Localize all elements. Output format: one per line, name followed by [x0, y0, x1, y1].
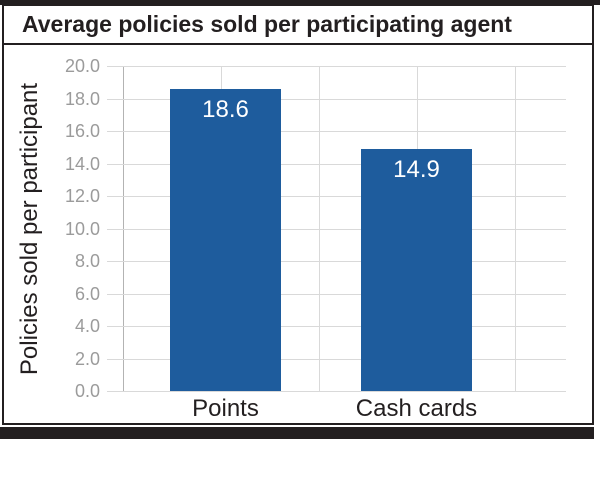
bar-points: 18.6: [170, 89, 281, 391]
x-category-label: Points: [192, 395, 259, 422]
gridline-horizontal: [107, 391, 566, 392]
gridline-vertical: [319, 66, 320, 391]
gridline-horizontal: [107, 66, 566, 67]
gridline-horizontal: [107, 326, 566, 327]
gridline-horizontal: [107, 293, 566, 295]
bar-value-label: 18.6: [202, 96, 249, 123]
plot-area: 18.6 14.9: [107, 66, 566, 392]
gridline-vertical: [515, 66, 516, 391]
chart-title: Average policies sold per participating …: [4, 6, 592, 45]
gridline-horizontal: [107, 98, 566, 100]
gridline-horizontal: [107, 163, 566, 165]
gridline-horizontal: [107, 131, 566, 132]
x-category-label: Cash cards: [355, 395, 478, 422]
y-axis-title: Policies sold per participant: [16, 82, 43, 376]
bar-cash-cards: 14.9: [361, 149, 472, 391]
bar-value-label: 14.9: [393, 156, 440, 183]
top-accent-bar: [0, 0, 600, 5]
gridline-horizontal: [107, 261, 566, 262]
chart-frame: Average policies sold per participating …: [2, 4, 594, 425]
gridline-horizontal: [107, 228, 566, 230]
gridline-horizontal: [107, 196, 566, 197]
bottom-accent-bar: [0, 427, 594, 439]
gridline-horizontal: [107, 358, 566, 360]
